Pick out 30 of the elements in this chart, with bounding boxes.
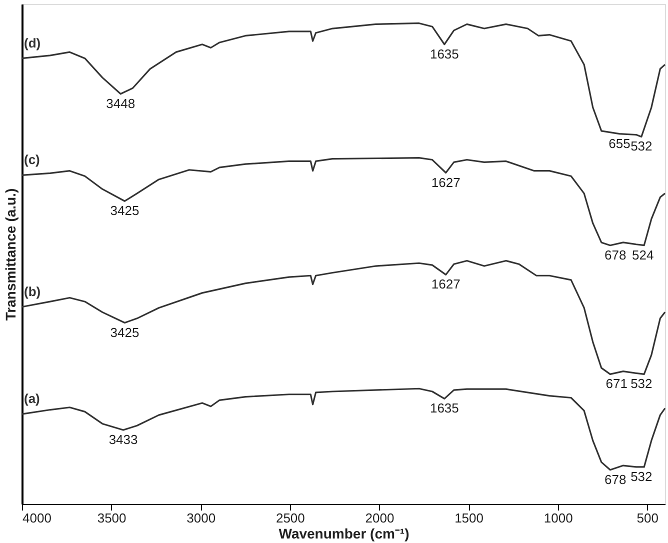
annotation: 532 [630,376,652,392]
annotation: 1635 [430,46,459,62]
annotation: 1627 [431,276,460,292]
annotation: 678 [604,472,626,487]
series-label: (c) [24,152,40,168]
x-tick-label: 1000 [544,510,573,526]
x-tick-label: 4000 [22,510,52,526]
y-axis-title: Transmittance (a.u.) [2,188,18,321]
annotation: 678 [604,247,626,262]
annotation: 3433 [108,432,138,447]
series-label: (b) [24,284,41,299]
annotation: 532 [630,138,652,154]
x-tick-label: 1500 [454,510,484,526]
x-tick-label: 3000 [186,510,216,526]
annotation: 671 [606,376,628,392]
series-label: (d) [24,35,41,50]
x-tick-label: 2000 [365,510,394,526]
x-axis-title: Wavenumber (cm⁻¹) [278,526,410,542]
annotation: 532 [630,468,652,484]
annotation: 3425 [110,203,140,218]
annotation: 655 [608,136,630,151]
annotation: 3425 [110,324,140,340]
x-tick-label: 500 [636,510,658,526]
x-tick-label: 3500 [97,510,126,526]
x-tick-label: 2500 [276,510,305,526]
annotation: 3448 [106,96,136,111]
annotation: 1627 [431,174,460,190]
annotation: 1635 [430,400,459,416]
annotation: 524 [632,247,654,262]
series-label: (a) [24,391,40,406]
